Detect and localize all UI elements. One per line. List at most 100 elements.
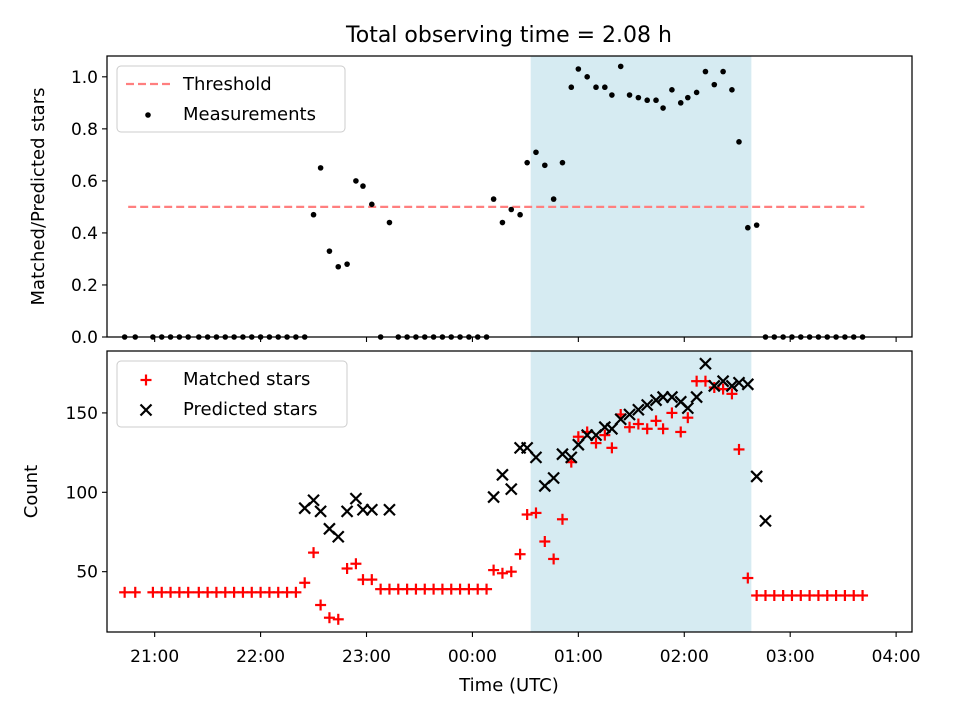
measurement-point [499, 219, 506, 226]
predicted-star-marker [690, 390, 703, 404]
ratio-legend-box [116, 65, 346, 133]
matched-star-marker [530, 507, 542, 519]
y-tick-label: 50 [76, 563, 98, 583]
measurement-point [524, 159, 530, 166]
matched-star-marker [599, 429, 611, 441]
matched-star-marker [666, 407, 678, 419]
count-legend-box [116, 360, 348, 428]
measurement-point [360, 183, 366, 189]
predicted-star-marker [496, 468, 509, 482]
cross-stroke-b [708, 379, 721, 393]
predicted-star-marker [681, 401, 695, 415]
measurement-point [344, 261, 350, 267]
ratio-panel-frame [106, 55, 913, 338]
measurement-point [702, 68, 709, 75]
matched-star-marker [733, 443, 745, 455]
y-tick-label: 1.0 [71, 68, 98, 88]
cross-stroke-b [323, 522, 336, 536]
cross-stroke-b [699, 357, 712, 370]
measurement-point [326, 248, 333, 254]
predicted-star-marker [365, 503, 379, 517]
cross-stroke-b [565, 451, 578, 464]
x-tick-label: 03:00 [766, 647, 815, 667]
matched-star-marker [505, 566, 517, 578]
predicted-star-marker [605, 422, 619, 436]
predicted-star-marker [529, 451, 543, 464]
y-tick-label: 150 [66, 404, 98, 424]
ratio-y-axis-label: Matched/Predicted stars [28, 88, 49, 306]
cross-stroke-b [572, 438, 585, 451]
measurement-point [685, 94, 691, 101]
matched-star-marker [708, 382, 720, 394]
matched-star-marker [521, 509, 533, 521]
cross-stroke-b [314, 505, 327, 518]
measurement-point [386, 219, 393, 226]
predicted-star-marker [716, 374, 730, 388]
cross-stroke-b [614, 412, 627, 426]
measurement-point [533, 149, 539, 156]
measurement-point [609, 92, 615, 98]
measurement-point [693, 89, 700, 96]
cross-stroke-b [750, 470, 763, 483]
measurement-point [517, 211, 523, 218]
matched-star-marker [366, 574, 378, 586]
cross-stroke-b [665, 390, 679, 404]
predicted-star-marker [565, 451, 578, 464]
measurement-point [559, 159, 566, 166]
count-y-axis-label: Count [21, 465, 42, 518]
legend-matched-label: Matched stars [183, 369, 310, 390]
cross-stroke-b [365, 503, 379, 517]
figure-title: Total observing time = 2.08 h [345, 23, 672, 48]
cross-stroke-b [383, 503, 396, 517]
ratio-panel: 0.0 0.2 0.4 0.6 0.8 1.0 Matched/Predicted sta… [28, 55, 913, 348]
cross-stroke-b [649, 393, 663, 407]
predicted-star-marker [340, 505, 354, 518]
measurement-point [550, 196, 557, 202]
measurement-point [729, 87, 735, 93]
matched-star-marker [857, 589, 869, 601]
y-tick-label: 0.6 [71, 172, 98, 192]
predicted-star-marker [640, 398, 654, 412]
cross-stroke-b [632, 403, 645, 417]
measurement-point [753, 222, 760, 228]
measurement-point [736, 139, 742, 145]
measurement-point [602, 84, 608, 91]
cross-stroke-b [716, 374, 730, 388]
cross-stroke-b [139, 403, 153, 417]
matched-star-marker [682, 412, 694, 424]
count-panel-frame [106, 350, 913, 633]
predicted-star-marker [699, 357, 712, 370]
measurement-point [653, 97, 659, 104]
x-tick-label: 22:00 [236, 647, 285, 667]
predicted-star-marker [383, 503, 396, 517]
matched-star-marker [315, 599, 327, 611]
matched-star-marker [717, 383, 729, 395]
matched-stars-series [119, 375, 869, 625]
ratio-x-axis-ticks [154, 337, 897, 342]
count-x-axis-ticks: 21:00 22:00 23:00 00:00 01:00 02:00 03:00 04:00 [130, 632, 921, 667]
measurement-point [542, 162, 548, 169]
cross-stroke-b [674, 395, 688, 409]
predicted-star-marker [750, 470, 763, 483]
predicted-star-marker [632, 403, 645, 417]
x-tick-label: 23:00 [342, 647, 391, 667]
cross-stroke-b [496, 468, 509, 482]
measurement-point [720, 68, 726, 75]
x-tick-label: 02:00 [660, 647, 709, 667]
predicted-star-marker [307, 493, 320, 507]
cross-stroke-b [681, 401, 695, 415]
predicted-stars-series [298, 357, 772, 544]
matched-star-marker [308, 547, 320, 559]
measurement-point [335, 263, 342, 270]
matched-star-marker [514, 548, 526, 560]
ratio-legend: Threshold Measurements [116, 65, 346, 133]
measurement-point [490, 196, 497, 202]
matched-star-marker [556, 513, 568, 525]
measurement-point [369, 201, 375, 208]
count-panel: 50 100 150 21:00 22:00 23:00 00:00 01:00 02:00 0… [21, 350, 921, 696]
predicted-star-marker [572, 438, 585, 451]
cross-stroke-b [556, 447, 569, 461]
count-legend: Matched stars Predicted stars [116, 360, 348, 428]
cross-stroke-b [520, 441, 534, 455]
measurement-point [635, 94, 642, 101]
